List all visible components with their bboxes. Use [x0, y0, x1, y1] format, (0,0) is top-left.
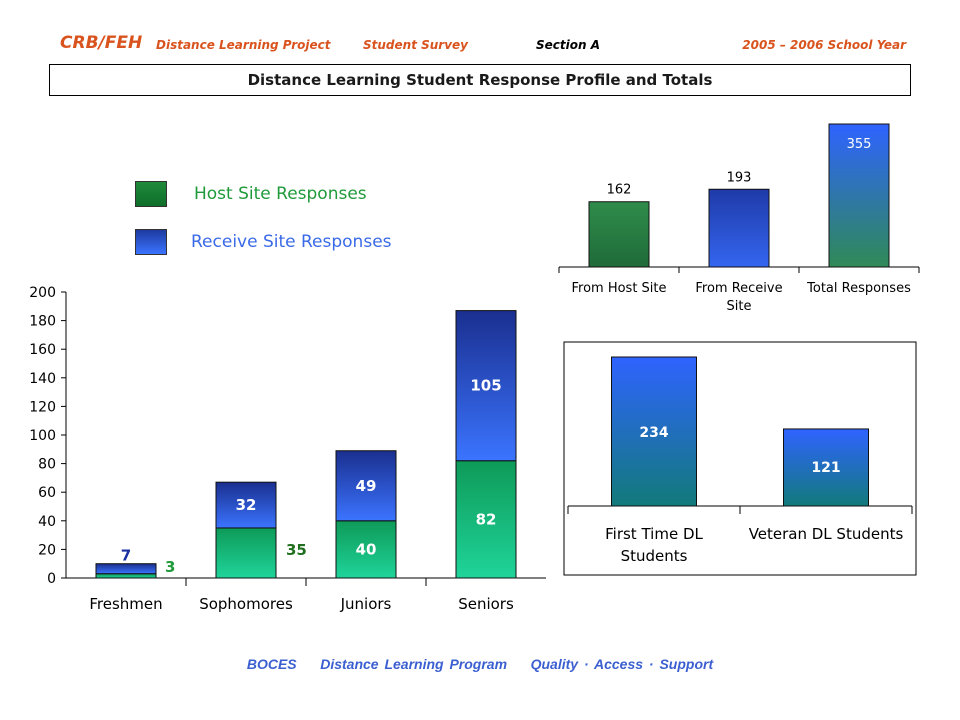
- y-tick-label: 0: [47, 571, 56, 587]
- data-label-host: 82: [476, 510, 497, 528]
- header-project: Distance Learning Project: [156, 38, 331, 52]
- header-year: 2005 – 2006 School Year: [742, 38, 906, 52]
- x-tick-label: From Receive: [695, 281, 782, 296]
- y-tick-label: 180: [29, 314, 56, 330]
- receive-legend-swatch: [135, 229, 167, 255]
- header-survey: Student Survey: [363, 38, 468, 52]
- bar-host-freshmen: [95, 573, 157, 579]
- y-tick-label: 20: [38, 542, 56, 558]
- chart-frame: [563, 341, 917, 576]
- bar-total-responses: [828, 123, 890, 268]
- bar-host-sophomores: [215, 527, 277, 579]
- page-header: CRB/FEH Distance Learning Project Studen…: [60, 33, 920, 56]
- footer-tagline: Quality · Access · Support: [530, 656, 714, 672]
- bar-from-receive-site: [708, 188, 770, 268]
- y-tick-label: 60: [38, 485, 56, 501]
- data-label-receive: 49: [356, 477, 377, 495]
- data-label: 355: [847, 137, 872, 152]
- data-label: 234: [639, 425, 668, 441]
- bar-from-host-site: [588, 201, 650, 268]
- x-tick-label: Site: [727, 299, 752, 314]
- bar-veteran-dl-students: [783, 428, 869, 507]
- page-footer: BOCES Distance Learning Program Quality …: [0, 656, 960, 672]
- x-tick-label: Juniors: [340, 595, 392, 613]
- receive-legend-label: Receive Site Responses: [191, 232, 392, 252]
- data-label-host: 40: [356, 540, 377, 558]
- y-tick-label: 100: [29, 428, 56, 444]
- x-tick-label: First Time DL: [605, 525, 703, 543]
- bar-receive-freshmen: [95, 563, 157, 575]
- y-tick-label: 200: [29, 285, 56, 301]
- header-section: Section A: [536, 38, 600, 52]
- y-tick-label: 140: [29, 371, 56, 387]
- host-legend-label: Host Site Responses: [194, 184, 367, 204]
- y-tick-label: 80: [38, 457, 56, 473]
- bar-receive-juniors: [335, 450, 397, 522]
- header-brand: CRB/FEH: [60, 33, 143, 53]
- data-label-host: 3: [165, 558, 175, 576]
- x-tick-label: Freshmen: [89, 595, 162, 613]
- grade-level-chart: 0 20 40 60 80 100 120 140 160 180 200 Freshmen 3 7 Sop…: [29, 285, 546, 613]
- data-label-host: 35: [286, 541, 307, 559]
- bar-first-time-dl-students: [611, 356, 697, 507]
- data-label: 162: [607, 183, 632, 198]
- x-tick-label: From Host Site: [571, 281, 666, 296]
- x-tick-label: Sophomores: [199, 595, 293, 613]
- x-tick-label: Total Responses: [806, 281, 911, 296]
- y-tick-label: 120: [29, 399, 56, 415]
- x-tick-label: Students: [621, 547, 688, 565]
- data-label: 193: [727, 170, 752, 185]
- data-label: 121: [811, 460, 840, 476]
- bar-receive-seniors: [455, 310, 517, 462]
- data-label-receive: 7: [121, 547, 131, 565]
- x-tick-label: Veteran DL Students: [749, 525, 904, 543]
- site-totals-chart: 162 From Host Site 193 From Receive Site 355 T…: [558, 123, 920, 314]
- student-type-chart: 234 First Time DL Students 121 Veteran DL St…: [563, 341, 917, 576]
- x-tick-label: Seniors: [458, 595, 514, 613]
- footer-boces: BOCES: [246, 656, 297, 672]
- footer-program: Distance Learning Program: [320, 656, 508, 672]
- bar-host-juniors: [335, 520, 397, 579]
- data-label-receive: 105: [470, 377, 501, 395]
- host-legend-swatch: [135, 181, 167, 207]
- bar-receive-sophomores: [215, 481, 277, 529]
- page-title: Distance Learning Student Response Profi…: [49, 64, 911, 96]
- y-tick-label: 160: [29, 342, 56, 358]
- data-label-receive: 32: [236, 496, 257, 514]
- y-tick-label: 40: [38, 514, 56, 530]
